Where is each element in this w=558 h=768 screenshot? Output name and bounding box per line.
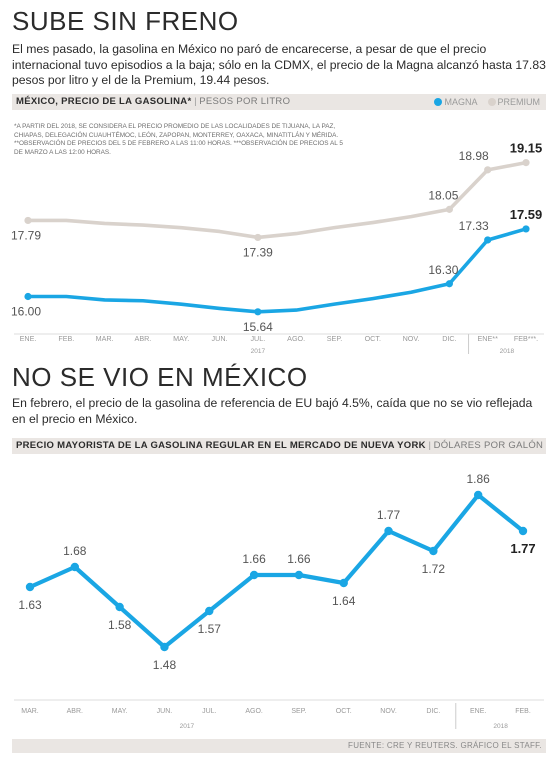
chart1-title: MÉXICO, PRECIO DE LA GASOLINA* — [16, 96, 192, 107]
data-label: 1.68 — [63, 544, 87, 558]
data-label: 1.63 — [18, 598, 42, 612]
x-tick-label: ENE. — [470, 708, 486, 715]
premium-data-label: 18.05 — [428, 188, 458, 202]
x-tick-label: SEP. — [291, 708, 306, 715]
data-label: 1.66 — [242, 552, 266, 566]
year-label-2018: 2018 — [493, 723, 508, 730]
chart2-separator: | — [428, 440, 431, 451]
x-tick-label: JUN. — [212, 334, 228, 343]
series-point — [249, 570, 259, 580]
x-tick-label: NOV. — [380, 708, 397, 715]
x-tick-label: ENE** — [478, 334, 499, 343]
data-label: 1.86 — [467, 472, 491, 486]
data-label: 1.77 — [510, 541, 535, 556]
chart1-unit: PESOS POR LITRO — [199, 96, 291, 107]
x-tick-label: JUN. — [157, 708, 173, 715]
series-point — [205, 606, 214, 616]
magna-data-label: 17.59 — [510, 207, 543, 222]
series-point — [518, 526, 528, 536]
x-tick-label: ABR. — [67, 708, 83, 715]
chart2-unit: DÓLARES POR GALÓN — [433, 440, 544, 451]
magna-point — [445, 280, 453, 288]
magna-data-label: 17.33 — [459, 219, 489, 233]
data-label: 1.77 — [377, 508, 401, 522]
chart1-legend: MAGNA PREMIUM — [426, 94, 540, 110]
series-point — [115, 602, 124, 612]
section1-title: SUBE SIN FRENO — [12, 6, 239, 36]
premium-point — [445, 205, 453, 213]
x-tick-label: NOV. — [403, 334, 420, 343]
x-tick-label: AGO. — [245, 708, 263, 715]
data-label: 1.57 — [198, 622, 222, 636]
x-tick-label: FEB***. — [514, 334, 538, 343]
series-point — [160, 642, 169, 652]
series-point — [384, 526, 393, 536]
magna-data-label: 16.30 — [428, 263, 458, 277]
chart1-plot: ENE. FEB. MAR. ABR. MAY. JUN. JUL. AGO. SEP. OCT.… — [11, 141, 544, 355]
series-point — [429, 546, 438, 556]
magna-point — [254, 308, 262, 316]
premium-data-label: 18.98 — [459, 149, 489, 163]
magna-point — [24, 292, 32, 301]
x-tick-label: OCT. — [336, 708, 352, 715]
series-point — [25, 582, 35, 592]
premium-point — [254, 233, 262, 242]
footer-bar: FUENTE: CRE Y REUTERS. GRÁFICO EL STAFF. — [12, 739, 546, 753]
x-tick-label: AGO. — [287, 334, 305, 343]
x-tick-label: JUL. — [202, 708, 216, 715]
section2-title: NO SE VIO EN MÉXICO — [12, 362, 308, 392]
section2-intro: En febrero, el precio de la gasolina de … — [12, 396, 533, 426]
series-point — [294, 570, 304, 580]
year-label-2018: 2018 — [500, 348, 515, 355]
premium-point — [522, 159, 530, 167]
year-label-2017: 2017 — [180, 723, 195, 730]
x-tick-label: MAY. — [112, 708, 128, 715]
magna-line — [26, 227, 528, 314]
x-tick-label: JUL. — [250, 334, 265, 343]
data-label: 1.72 — [422, 562, 446, 576]
footer-source: FUENTE: CRE Y REUTERS. GRÁFICO EL STAFF. — [348, 741, 542, 750]
series-line — [27, 492, 526, 650]
chart1-separator: | — [194, 96, 197, 107]
legend-premium-dot — [487, 98, 496, 106]
chart2-title: PRECIO MAYORISTA DE LA GASOLINA REGULAR … — [16, 440, 426, 451]
premium-line — [26, 160, 528, 240]
series-point — [473, 490, 483, 500]
x-tick-label: MAR. — [96, 334, 114, 343]
x-tick-label: SEP. — [327, 334, 342, 343]
premium-data-label: 17.79 — [11, 228, 41, 242]
data-label: 1.48 — [153, 658, 177, 672]
chart1-footnote: *A PARTIR DEL 2018, SE CONSIDERA EL PREC… — [14, 123, 343, 156]
premium-point — [24, 216, 32, 225]
legend-magna-label: MAGNA — [444, 97, 477, 107]
premium-data-label: 17.39 — [243, 245, 273, 259]
year-label-2017: 2017 — [251, 348, 266, 355]
series-point — [70, 562, 80, 572]
magna-data-label: 16.00 — [11, 305, 41, 319]
section1-intro: El mes pasado, la gasolina en México no … — [12, 42, 546, 87]
series-point — [339, 578, 348, 588]
premium-data-label: 19.15 — [510, 141, 543, 156]
magna-data-label: 15.64 — [243, 320, 273, 334]
x-tick-label: MAY. — [173, 334, 189, 343]
x-tick-label: FEB. — [58, 334, 74, 343]
magna-point — [522, 225, 530, 233]
x-tick-label: FEB. — [515, 708, 531, 715]
magna-point — [484, 236, 492, 244]
x-tick-label: DIC. — [442, 334, 456, 343]
legend-premium-label: PREMIUM — [497, 97, 541, 107]
chart1-header: MÉXICO, PRECIO DE LA GASOLINA* | PESOS P… — [12, 94, 546, 110]
premium-point — [484, 166, 492, 174]
chart2-plot: MAR. ABR. MAY. JUN. JUL. AGO. SEP. OCT. NOV. DIC.… — [14, 472, 544, 730]
x-tick-label: OCT. — [365, 334, 381, 343]
data-label: 1.66 — [287, 552, 311, 566]
x-tick-label: ABR. — [135, 334, 152, 343]
data-label: 1.64 — [332, 594, 356, 608]
data-label: 1.58 — [108, 618, 132, 632]
legend-magna-dot — [434, 98, 443, 106]
chart2-header: PRECIO MAYORISTA DE LA GASOLINA REGULAR … — [12, 438, 546, 454]
x-tick-label: DIC. — [426, 708, 440, 715]
x-tick-label: ENE. — [20, 334, 37, 343]
x-tick-label: MAR. — [21, 708, 39, 715]
